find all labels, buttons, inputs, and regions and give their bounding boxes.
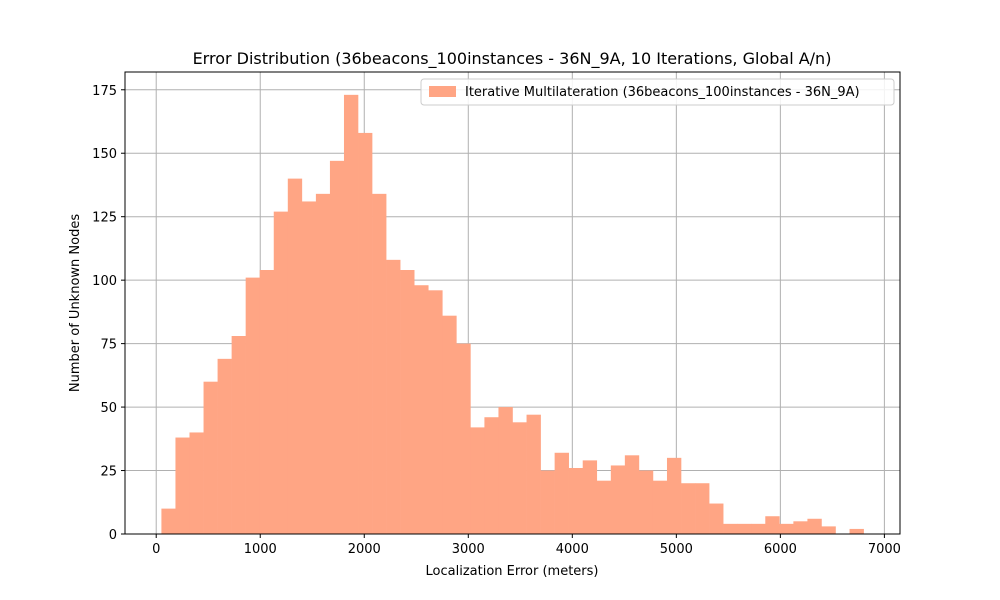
y-tick-label: 75 [100,338,117,353]
histogram-bar [666,457,682,534]
x-tick-label: 3000 [452,542,485,557]
histogram-bar [596,480,612,534]
histogram-bar [568,468,584,534]
histogram-bar [498,407,513,534]
histogram-bar [343,94,359,534]
histogram-bar [301,201,317,534]
histogram-bar [259,270,275,534]
x-tick-label: 5000 [660,542,693,557]
histogram-bar [470,427,485,534]
histogram-bar [189,432,204,534]
histogram-bar [751,523,766,534]
histogram-bar [484,417,499,534]
histogram-bar [849,528,864,534]
histogram-bar [526,414,541,534]
histogram-bar [456,343,471,534]
y-tick-label: 50 [100,401,117,416]
histogram-bar [315,193,331,534]
y-tick-label: 175 [92,84,117,99]
histogram-bar [807,518,822,534]
y-tick-label: 125 [92,211,117,226]
histogram-bar [428,290,443,534]
histogram-bar [287,178,303,534]
histogram-bar [779,523,794,534]
histogram-bar [709,503,724,534]
legend-swatch [429,86,456,97]
histogram-bar [695,483,710,534]
y-axis-label: Number of Unknown Nodes [68,214,83,392]
x-tick-label: 7000 [868,542,901,557]
legend-label: Iterative Multilateration (36beacons_100… [465,85,860,100]
histogram-bar [582,460,598,534]
x-tick-label: 1000 [244,542,277,557]
histogram-bar [414,285,429,534]
histogram-bar [217,358,232,534]
y-tick-label: 0 [109,528,117,543]
axes [121,71,901,538]
histogram-bar [329,160,345,534]
y-tick-label: 150 [92,147,117,162]
histogram-bar [737,523,752,534]
plot-frame [124,71,901,535]
x-tick-label: 0 [152,542,160,557]
histogram-bar [245,277,261,534]
histogram-bar [793,521,808,534]
histogram-bar [554,452,569,534]
histogram-bar [610,465,626,534]
histogram-bar [358,132,373,534]
histogram-bar [652,480,668,534]
legend: Iterative Multilateration (36beacons_100… [420,78,895,106]
histogram-bar [175,437,190,534]
histogram-bar [624,455,640,534]
histogram-bars [161,94,864,534]
histogram-bar [821,526,836,534]
histogram-bar [161,508,176,534]
chart-title: Error Distribution (36beacons_100instanc… [193,49,832,69]
histogram-bar [203,381,218,534]
histogram-bar [638,470,654,534]
histogram-bar [765,516,780,534]
histogram-bar [400,270,415,534]
histogram-bar [681,483,696,534]
y-tick-label: 100 [92,274,117,289]
histogram-bar [540,470,555,534]
x-axis-label: Localization Error (meters) [426,564,599,579]
tick-labels: 0 1000 2000 3000 4000 5000 6000 7000 0 25 50 75 100 1… [92,84,901,557]
histogram-bar [442,315,457,534]
y-tick-label: 25 [100,465,117,480]
legend-frame [420,78,895,106]
histogram-bar [386,259,401,534]
histogram-bar [231,336,246,534]
histogram-bar [723,523,738,534]
histogram-bar [512,422,527,534]
x-tick-label: 6000 [764,542,797,557]
x-tick-label: 4000 [556,542,589,557]
histogram-bar [372,193,387,534]
histogram-bar [273,211,289,534]
x-tick-label: 2000 [348,542,381,557]
